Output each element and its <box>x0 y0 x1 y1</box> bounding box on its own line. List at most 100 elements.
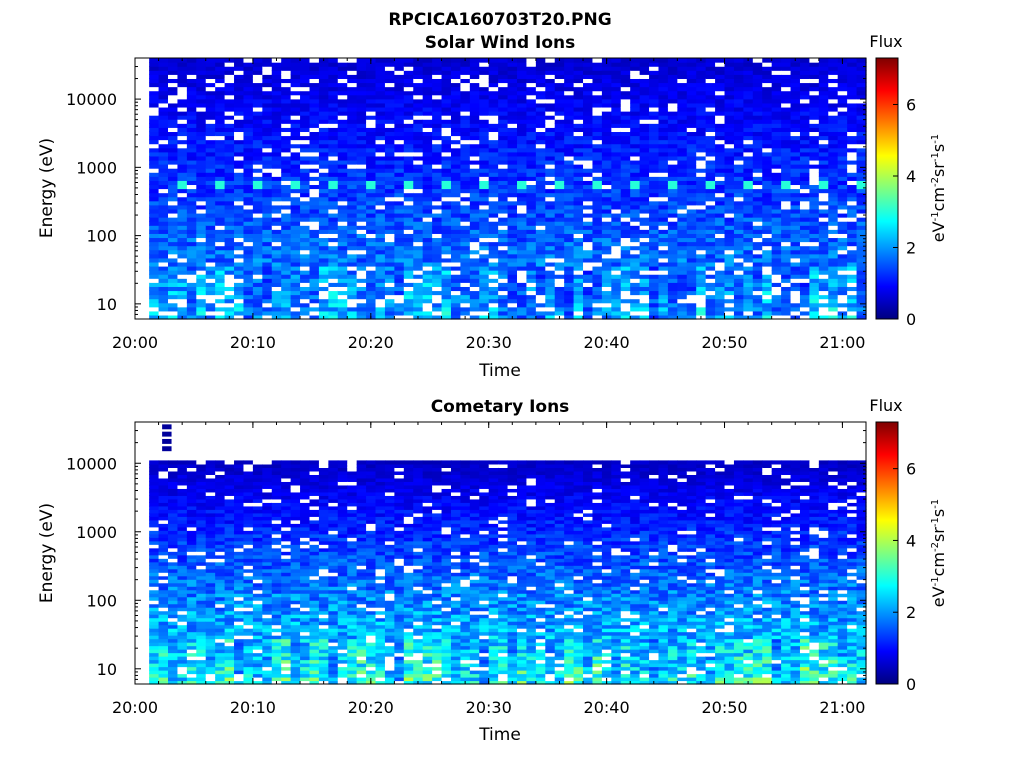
spectrogram-cell <box>356 225 367 230</box>
spectrogram-cell <box>686 290 697 296</box>
spectrogram-cell <box>847 241 858 247</box>
spectrogram-cell <box>158 217 169 222</box>
spectrogram-cell <box>441 196 452 202</box>
spectrogram-cell <box>300 204 311 210</box>
spectrogram-cell <box>441 229 452 234</box>
spectrogram-cell <box>281 147 292 153</box>
spectrogram-cell <box>649 241 660 247</box>
spectrogram-cell <box>696 135 707 141</box>
spectrogram-cell <box>252 127 263 133</box>
spectrogram-cell <box>799 180 810 186</box>
spectrogram-cell <box>318 62 329 67</box>
spectrogram-cell <box>158 278 169 283</box>
spectrogram-cell <box>790 176 801 181</box>
spectrogram-cell <box>573 151 584 157</box>
spectrogram-cell <box>149 82 160 88</box>
spectrogram-cell <box>356 237 367 243</box>
spectrogram-cell <box>771 70 782 75</box>
spectrogram-cell <box>837 86 848 92</box>
spectrogram-cell <box>186 265 197 271</box>
spectrogram-cell <box>837 106 848 112</box>
spectrogram-cell <box>611 290 622 296</box>
spectrogram-cell <box>469 180 480 186</box>
spectrogram-cell <box>450 139 462 145</box>
spectrogram-cell <box>809 298 820 304</box>
spectrogram-cell <box>705 253 716 259</box>
spectrogram-cell <box>384 257 395 263</box>
spectrogram-cell <box>526 278 537 283</box>
spectrogram-cell <box>583 62 594 67</box>
spectrogram-cell <box>828 184 839 190</box>
spectrogram-cell <box>592 204 603 210</box>
spectrogram-cell <box>545 217 556 222</box>
spectrogram-cell <box>554 298 565 304</box>
spectrogram-cell <box>252 306 263 312</box>
spectrogram-cell <box>799 74 810 79</box>
spectrogram-cell <box>799 168 810 173</box>
spectrogram-cell <box>300 82 311 88</box>
spectrogram-cell <box>375 111 386 116</box>
spectrogram-cell <box>743 82 754 88</box>
spectrogram-cell <box>601 135 612 141</box>
spectrogram-cell <box>517 253 528 259</box>
spectrogram-cell <box>488 102 499 108</box>
spectrogram-cell <box>347 102 358 108</box>
spectrogram-cell <box>413 208 424 214</box>
spectrogram-cell <box>205 184 216 190</box>
spectrogram-cell <box>809 98 820 104</box>
spectrogram-cell <box>243 115 254 120</box>
spectrogram-cell <box>488 115 499 120</box>
spectrogram-cell <box>743 102 754 108</box>
spectrogram-cell <box>828 204 839 210</box>
spectrogram-cell <box>592 306 603 312</box>
spectrogram-cell <box>837 237 848 243</box>
spectrogram-cell <box>347 155 358 161</box>
spectrogram-cell <box>328 119 339 124</box>
spectrogram-cell <box>149 237 160 243</box>
spectrogram-cell <box>384 180 395 186</box>
spectrogram-cell <box>318 245 329 251</box>
spectrogram-cell <box>809 306 820 312</box>
spectrogram-cell <box>771 58 782 63</box>
spectrogram-cell <box>696 274 707 279</box>
spectrogram-cell <box>724 106 735 112</box>
spectrogram-cell <box>318 127 329 133</box>
spectrogram-cell <box>479 306 490 312</box>
spectrogram-cell <box>498 249 509 255</box>
spectrogram-cell <box>252 86 263 92</box>
spectrogram-cell <box>234 261 245 267</box>
spectrogram-cell <box>337 119 348 124</box>
spectrogram-cell <box>413 135 424 141</box>
spectrogram-cell <box>186 58 197 63</box>
spectrogram-cell <box>724 74 735 79</box>
spectrogram-cell <box>252 143 263 149</box>
spectrogram-cell <box>781 282 792 287</box>
spectrogram-cell <box>205 86 216 92</box>
spectrogram-cell <box>620 180 631 186</box>
spectrogram-cell <box>856 298 867 304</box>
spectrogram-cell <box>818 78 829 84</box>
spectrogram-cell <box>234 196 245 202</box>
spectrogram-cell <box>715 253 726 259</box>
spectrogram-cell <box>630 164 641 169</box>
spectrogram-cell <box>752 135 763 141</box>
spectrogram-cell <box>762 90 773 96</box>
spectrogram-cell <box>158 196 169 202</box>
spectrogram-cell <box>705 196 716 202</box>
spectrogram-cell <box>158 180 169 186</box>
spectrogram-cell <box>611 172 622 177</box>
spectrogram-cell <box>724 135 735 141</box>
spectrogram-cell <box>479 70 490 75</box>
spectrogram-cell <box>441 192 452 198</box>
spectrogram-cell <box>328 62 339 67</box>
spectrogram-cell <box>479 225 490 230</box>
spectrogram-cell <box>790 184 801 190</box>
spectrogram-cell <box>177 172 188 177</box>
spectrogram-cell <box>573 221 584 226</box>
spectrogram-cell <box>347 237 358 243</box>
spectrogram-cell <box>186 70 197 75</box>
spectrogram-cell <box>545 302 556 308</box>
spectrogram-cell <box>347 278 358 283</box>
spectrogram-cell <box>356 192 367 198</box>
spectrogram-cell <box>667 70 678 75</box>
